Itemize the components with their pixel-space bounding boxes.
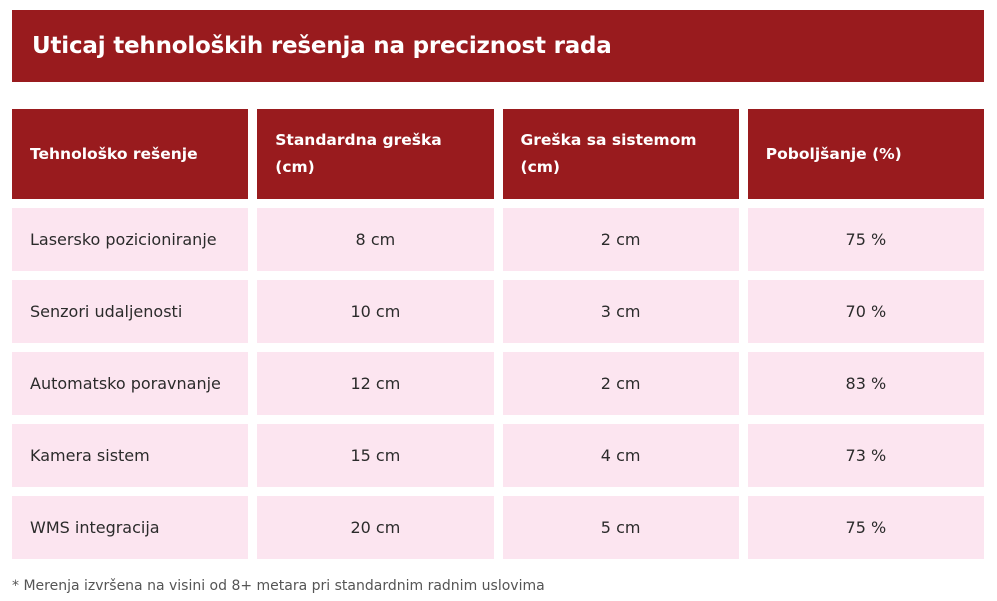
table-header-row: Tehnološko rešenje Standardna greška (cm… (12, 109, 984, 199)
cell-error-with-system: 2 cm (502, 208, 739, 271)
cell-error-with-system: 5 cm (502, 496, 739, 559)
table-row: Automatsko poravnanje 12 cm 2 cm 83 % (12, 352, 984, 415)
footnote: * Merenja izvršena na visini od 8+ metar… (12, 578, 545, 594)
cell-standard-error: 10 cm (257, 280, 494, 343)
column-header-standard-error: Standardna greška (cm) (257, 109, 494, 199)
cell-improvement: 73 % (747, 424, 984, 487)
cell-improvement: 70 % (747, 280, 984, 343)
page-title: Uticaj tehnoloških rešenja na preciznost… (32, 33, 612, 59)
column-header-improvement: Poboljšanje (%) (747, 109, 984, 199)
cell-technology: Kamera sistem (12, 424, 249, 487)
cell-error-with-system: 3 cm (502, 280, 739, 343)
cell-technology: WMS integracija (12, 496, 249, 559)
cell-standard-error: 12 cm (257, 352, 494, 415)
cell-standard-error: 15 cm (257, 424, 494, 487)
table-row: WMS integracija 20 cm 5 cm 75 % (12, 496, 984, 559)
cell-improvement: 75 % (747, 496, 984, 559)
column-header-error-with-system: Greška sa sistemom (cm) (502, 109, 739, 199)
cell-error-with-system: 4 cm (502, 424, 739, 487)
data-table: Tehnološko rešenje Standardna greška (cm… (3, 100, 993, 568)
cell-technology: Senzori udaljenosti (12, 280, 249, 343)
cell-error-with-system: 2 cm (502, 352, 739, 415)
column-header-technology: Tehnološko rešenje (12, 109, 249, 199)
cell-standard-error: 8 cm (257, 208, 494, 271)
table-row: Lasersko pozicioniranje 8 cm 2 cm 75 % (12, 208, 984, 271)
cell-standard-error: 20 cm (257, 496, 494, 559)
cell-improvement: 83 % (747, 352, 984, 415)
title-bar: Uticaj tehnoloških rešenja na preciznost… (12, 10, 984, 82)
cell-improvement: 75 % (747, 208, 984, 271)
cell-technology: Lasersko pozicioniranje (12, 208, 249, 271)
table-row: Senzori udaljenosti 10 cm 3 cm 70 % (12, 280, 984, 343)
cell-technology: Automatsko poravnanje (12, 352, 249, 415)
table-row: Kamera sistem 15 cm 4 cm 73 % (12, 424, 984, 487)
